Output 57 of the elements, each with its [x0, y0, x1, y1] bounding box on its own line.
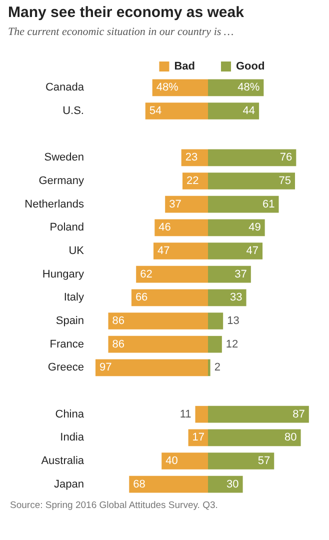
data-label: 11 [180, 408, 192, 420]
y-tick-label: Greece [48, 362, 84, 374]
y-tick-label: Japan [54, 478, 84, 490]
y-tick-label: China [55, 408, 85, 420]
data-label: 86 [112, 315, 124, 327]
data-label: 61 [262, 198, 275, 210]
data-label: 48% [156, 82, 179, 94]
data-label: 75 [278, 175, 291, 187]
data-label: 48% [238, 82, 260, 94]
data-label: 47 [246, 245, 259, 257]
legend-label: Bad [174, 60, 195, 72]
bar [182, 172, 208, 190]
data-label: 13 [227, 315, 240, 327]
data-label: 37 [169, 198, 182, 210]
y-tick-label: Australia [41, 455, 85, 467]
data-label: 2 [214, 362, 220, 374]
data-label: 22 [186, 175, 199, 187]
y-tick-label: Spain [56, 315, 84, 327]
y-tick-label: UK [68, 245, 85, 257]
bar [195, 406, 208, 423]
y-tick-label: Sweden [44, 152, 84, 164]
legend-label: Good [236, 60, 265, 72]
data-label: 68 [133, 478, 146, 490]
data-label: 49 [248, 222, 261, 234]
data-label: 54 [149, 105, 162, 117]
data-label: 17 [192, 432, 205, 444]
data-label: 76 [280, 152, 292, 164]
y-tick-label: Italy [64, 292, 84, 304]
y-tick-label: Canada [45, 82, 85, 94]
data-label: 40 [166, 455, 178, 467]
data-label: 97 [99, 362, 112, 374]
y-tick-label: Poland [50, 222, 84, 234]
data-label: 33 [230, 292, 242, 304]
chart-title: Many see their economy as weak [8, 4, 244, 21]
data-label: 80 [284, 432, 297, 444]
y-tick-label: Netherlands [24, 198, 84, 210]
data-label: 66 [135, 292, 148, 304]
data-label: 62 [140, 268, 152, 280]
y-tick-label: France [50, 338, 84, 350]
bar [208, 336, 222, 353]
data-label: 44 [242, 105, 256, 117]
data-label: 86 [112, 338, 124, 350]
y-tick-label: U.S. [62, 105, 84, 117]
data-label: 37 [234, 268, 247, 280]
y-tick-label: Germany [38, 175, 84, 187]
data-label: 12 [226, 338, 238, 350]
data-label: 46 [158, 222, 171, 234]
data-label: 47 [157, 245, 170, 257]
y-tick-label: India [60, 432, 85, 444]
source-note: Source: Spring 2016 Global Attitudes Survey. Q3. [10, 500, 218, 511]
bar [208, 312, 224, 330]
chart-subtitle: The current economic situation in our country is … [8, 26, 234, 38]
data-label: 30 [226, 478, 239, 490]
y-tick-label: Hungary [42, 268, 84, 280]
data-label: 23 [185, 152, 198, 164]
data-label: 57 [258, 455, 270, 467]
data-label: 87 [292, 408, 305, 420]
